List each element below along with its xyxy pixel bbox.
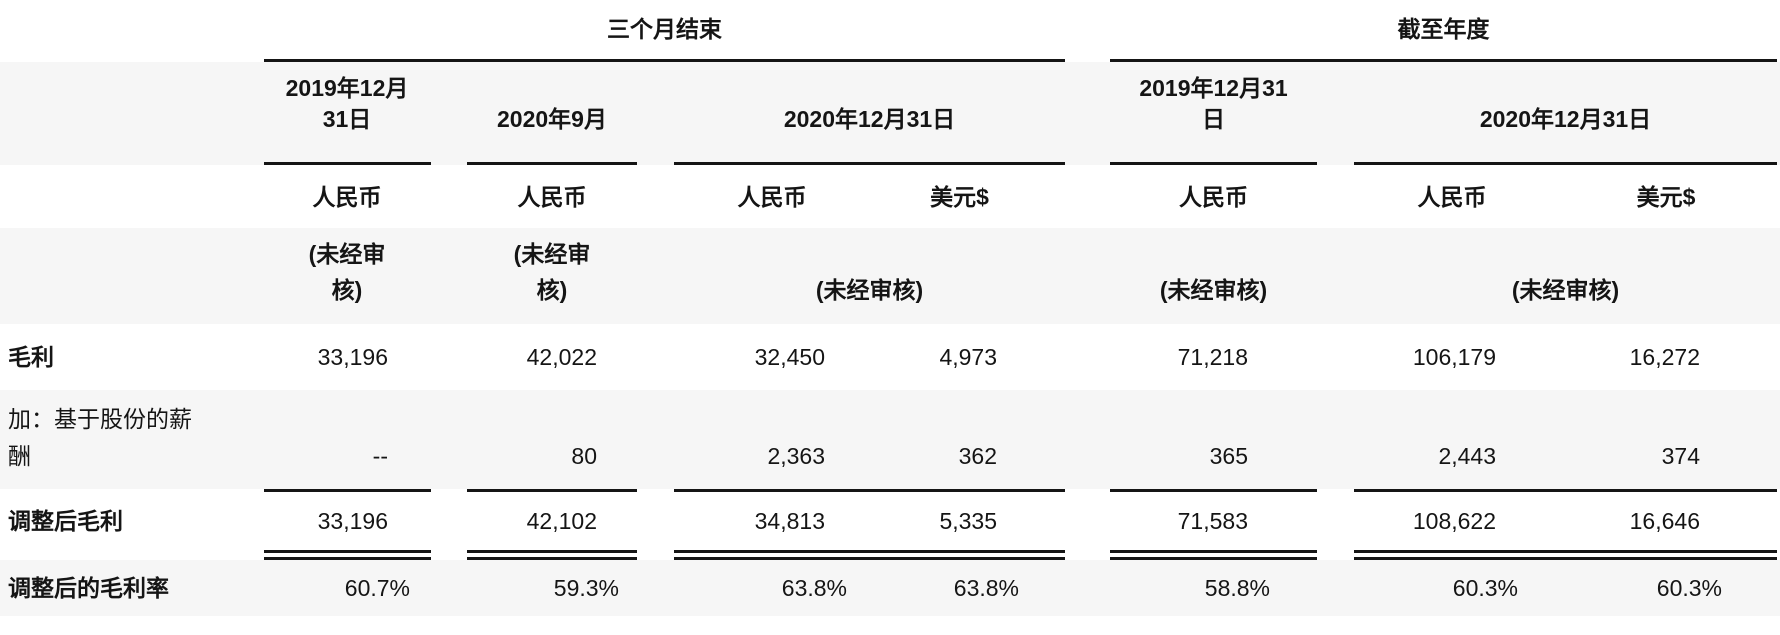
date-header-row: 2019年12月 31日 2020年9月 2020年12月31日 2019年12…	[0, 62, 1780, 165]
date-header-q-2020-09: 2020年9月	[467, 62, 637, 165]
column-rule	[264, 162, 431, 165]
currency-header-rmb: 人民币	[517, 183, 587, 210]
value-cell: 63.8%	[953, 575, 1019, 601]
value-cell: 5,335	[939, 507, 997, 534]
double-total-rule	[264, 550, 431, 560]
date-line: 2020年9月	[497, 106, 607, 132]
value-cell: 60.3%	[1656, 575, 1722, 601]
value-cell: 374	[1661, 443, 1700, 469]
currency-header-usd: 美元$	[1636, 183, 1696, 210]
unaudited-note: (未经审 核)	[264, 228, 430, 324]
table-row-adjusted-gross-profit: 调整后毛利 33,196 42,102 34,813 5,335 71,583 …	[0, 489, 1780, 560]
unaudited-line: 核)	[536, 277, 568, 303]
unaudited-line: (未经审核)	[1159, 277, 1268, 303]
value-cell: 362	[958, 443, 997, 469]
double-total-rule	[674, 550, 1065, 560]
row-label: 毛利	[8, 344, 54, 370]
unaudited-row: (未经审 核) (未经审 核) (未经审核) (未经审核) (未经审核)	[0, 228, 1780, 324]
unaudited-note: (未经审核)	[1354, 228, 1777, 324]
total-rule	[1354, 489, 1777, 492]
value-cell: 33,196	[317, 507, 388, 534]
currency-header-usd: 美元$	[930, 183, 989, 210]
value-cell: 34,813	[754, 507, 825, 534]
value-cell: 4,973	[939, 344, 997, 370]
value-cell: 42,022	[526, 344, 597, 370]
unaudited-line: 核)	[331, 277, 363, 303]
bottom-margin	[0, 616, 1780, 635]
total-rule	[467, 489, 637, 492]
unaudited-note: (未经审 核)	[467, 228, 637, 324]
date-header-q-2020-12-31: 2020年12月31日	[674, 62, 1065, 165]
column-rule	[1354, 162, 1777, 165]
unaudited-line: (未经审	[308, 241, 386, 267]
value-cell: 16,646	[1629, 507, 1700, 534]
table-row-adjusted-gross-margin: 调整后的毛利率 60.7% 59.3% 63.8% 63.8% 58.8% 60…	[0, 560, 1780, 616]
total-rule	[1110, 489, 1317, 492]
column-rule	[674, 162, 1065, 165]
table-row-gross-profit: 毛利 33,196 42,022 32,450 4,973 71,218 106…	[0, 324, 1780, 390]
value-cell: 71,218	[1177, 344, 1248, 370]
value-cell: 63.8%	[781, 575, 847, 601]
value-cell: 32,450	[754, 344, 825, 370]
unaudited-note: (未经审核)	[1110, 228, 1317, 324]
section-header-three-months: 三个月结束	[607, 16, 722, 42]
section-header-year-ended: 截至年度	[1397, 16, 1490, 42]
label-line: 加：基于股份的薪	[8, 406, 192, 432]
value-cell: 108,622	[1412, 507, 1496, 534]
currency-header-row: 人民币 人民币 人民币 美元$ 人民币 人民币 美元$	[0, 165, 1780, 228]
section-rule-quarter	[264, 59, 1065, 62]
double-total-rule	[1110, 550, 1317, 560]
column-rule	[467, 162, 637, 165]
currency-header-rmb: 人民币	[312, 183, 382, 210]
value-cell: 365	[1209, 443, 1248, 469]
table-row-share-based-compensation: 加：基于股份的薪 酬 -- 80 2,363 362 365 2,443 374	[0, 390, 1780, 489]
value-cell: 2,363	[767, 443, 825, 469]
date-line: 2019年12月31	[1139, 75, 1288, 101]
value-cell: 60.3%	[1452, 575, 1518, 601]
value-cell: 59.3%	[553, 575, 619, 601]
value-cell: 2,443	[1438, 443, 1496, 469]
date-line: 2020年12月31日	[1479, 106, 1652, 132]
value-cell: 71,583	[1177, 507, 1248, 534]
unaudited-line: (未经审	[513, 241, 591, 267]
section-rule-year	[1110, 59, 1777, 62]
total-rule	[674, 489, 1065, 492]
date-line: 日	[1202, 106, 1225, 132]
unaudited-note: (未经审核)	[674, 228, 1065, 324]
date-header-y-2019-12-31: 2019年12月31 日	[1110, 62, 1317, 165]
row-label: 调整后毛利	[8, 507, 123, 534]
currency-header-rmb: 人民币	[737, 183, 807, 210]
currency-header-rmb: 人民币	[1179, 183, 1248, 210]
currency-header-rmb: 人民币	[1417, 183, 1487, 210]
double-total-rule	[467, 550, 637, 560]
double-total-rule	[1354, 550, 1777, 560]
date-line: 31日	[322, 106, 372, 132]
unaudited-line: (未经审核)	[815, 277, 924, 303]
row-label: 加：基于股份的薪 酬	[0, 390, 250, 489]
row-label: 调整后的毛利率	[8, 575, 169, 601]
total-rule	[264, 489, 431, 492]
date-line: 2019年12月	[285, 75, 409, 101]
value-cell: 106,179	[1412, 344, 1496, 370]
section-header-row: 三个月结束 截至年度	[0, 0, 1780, 62]
date-line: 2020年12月31日	[783, 106, 956, 132]
value-cell: 60.7%	[344, 575, 410, 601]
value-cell: 80	[571, 443, 597, 469]
date-header-q-2019-12-31: 2019年12月 31日	[264, 62, 430, 165]
value-cell: 33,196	[317, 344, 388, 370]
value-cell: 16,272	[1629, 344, 1700, 370]
label-line: 酬	[8, 443, 31, 469]
column-rule	[1110, 162, 1317, 165]
date-header-y-2020-12-31: 2020年12月31日	[1354, 62, 1777, 165]
unaudited-line: (未经审核)	[1511, 277, 1620, 303]
value-cell: --	[372, 443, 388, 469]
value-cell: 58.8%	[1204, 575, 1270, 601]
value-cell: 42,102	[526, 507, 597, 534]
